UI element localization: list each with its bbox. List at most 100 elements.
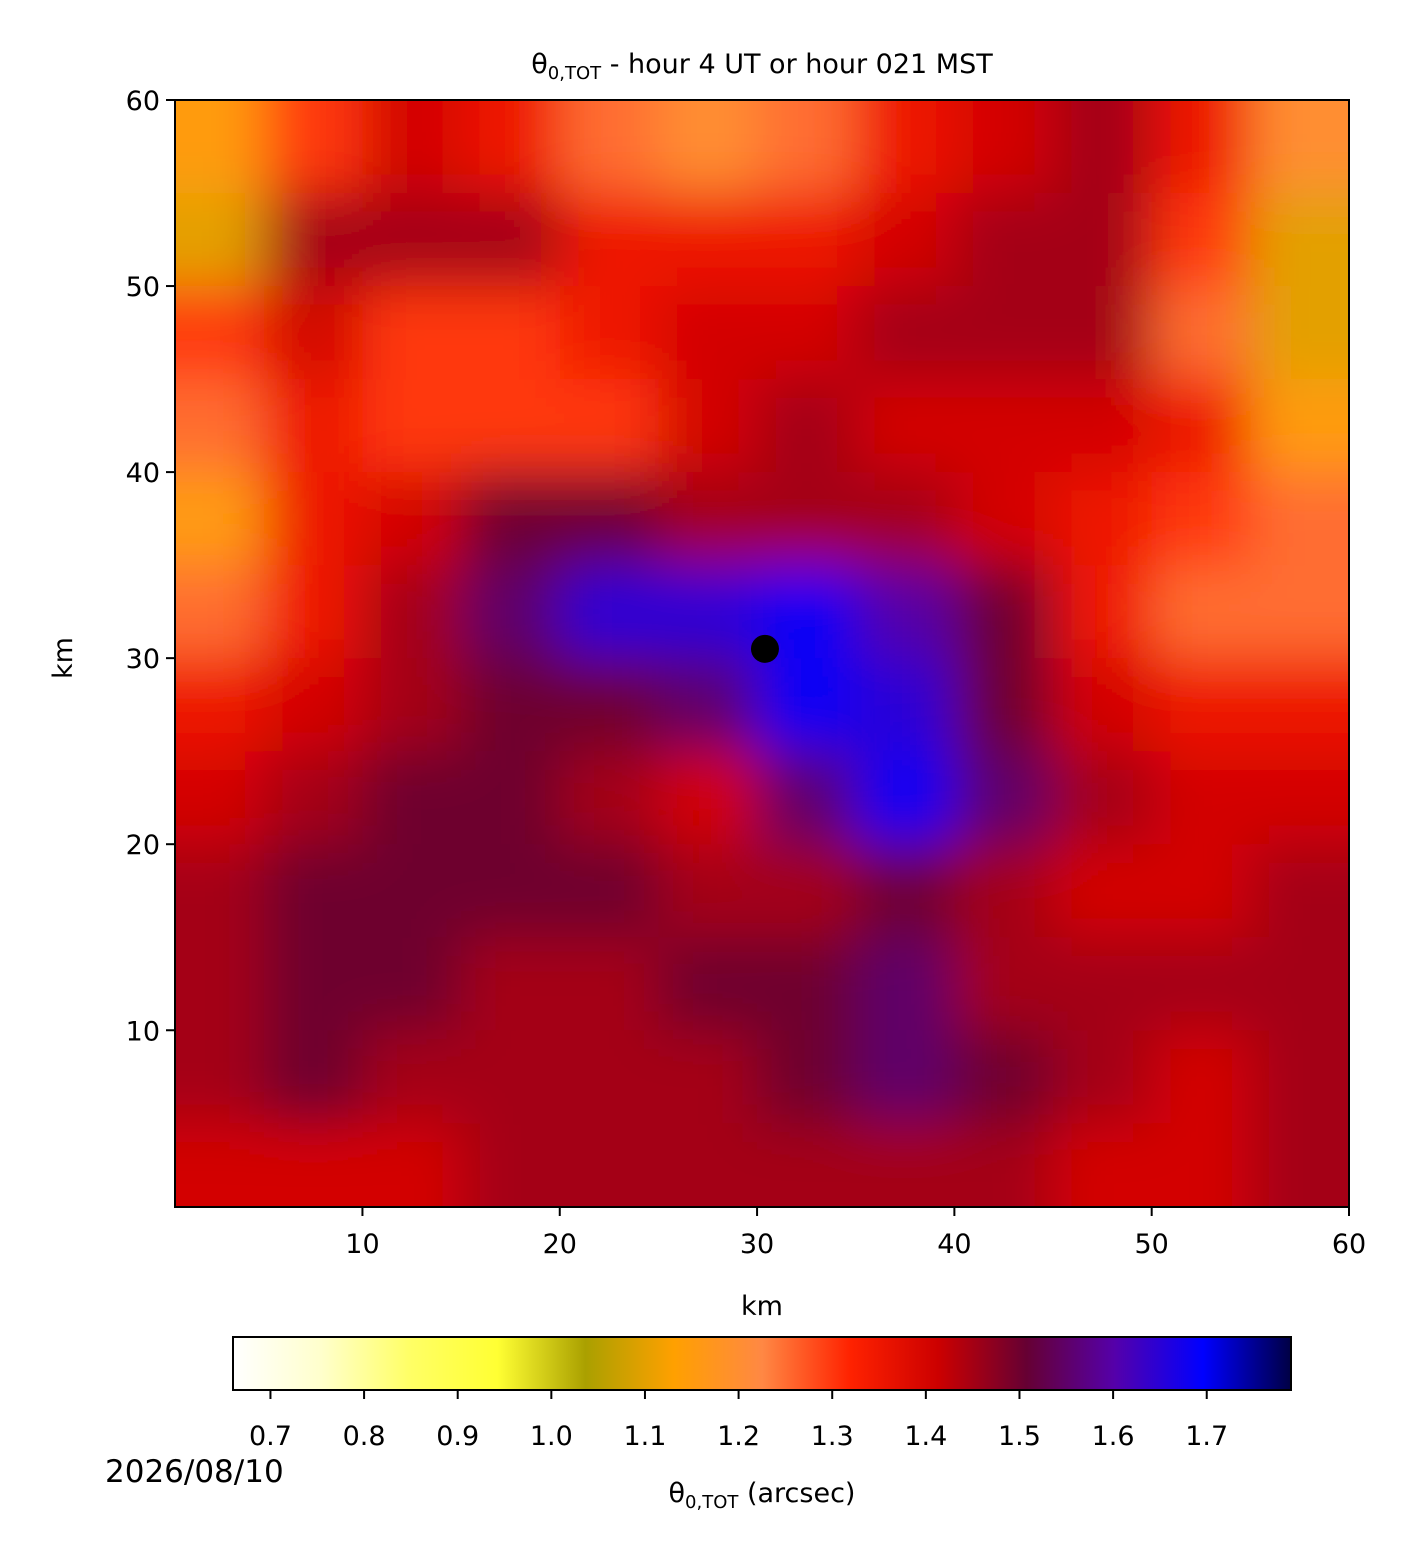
heatmap-cell bbox=[559, 937, 660, 1032]
heatmap-cell bbox=[1151, 844, 1252, 939]
heatmap-cell bbox=[175, 379, 265, 474]
colorbar-tick-label: 1.5 bbox=[998, 1421, 1041, 1452]
heatmap-cell bbox=[757, 286, 857, 381]
colorbar-tick-label: 1.4 bbox=[904, 1421, 947, 1452]
heatmap-cell bbox=[559, 565, 660, 660]
heatmap-cell bbox=[362, 751, 463, 846]
heatmap-cell bbox=[559, 100, 660, 195]
heatmap-cell bbox=[175, 565, 265, 660]
heatmap-cell bbox=[559, 751, 660, 846]
heatmap-cell bbox=[559, 844, 660, 939]
heatmap-cell bbox=[175, 100, 265, 195]
colorbar-tick-label: 1.6 bbox=[1092, 1421, 1135, 1452]
heatmap-cell bbox=[263, 565, 364, 660]
heatmap-cell bbox=[362, 379, 463, 474]
heatmap-cell bbox=[954, 100, 1055, 195]
heatmap-cell bbox=[757, 379, 857, 474]
x-axis-label: km bbox=[741, 1291, 783, 1322]
heatmap-cell bbox=[1250, 751, 1349, 846]
x-tick-label: 10 bbox=[345, 1229, 379, 1260]
colorbar-symbol: θ bbox=[669, 1478, 686, 1509]
heatmap-cell bbox=[954, 937, 1055, 1032]
heatmap-cell bbox=[855, 844, 956, 939]
x-tick-label: 30 bbox=[740, 1229, 774, 1260]
heatmap-cell bbox=[461, 565, 561, 660]
heatmap-cell bbox=[1250, 286, 1349, 381]
heatmap-cell bbox=[1250, 565, 1349, 660]
heatmap-cell bbox=[1151, 937, 1252, 1032]
heatmap-cell bbox=[1250, 658, 1349, 753]
heatmap bbox=[175, 100, 1349, 1207]
y-tick-label: 40 bbox=[126, 458, 160, 489]
heatmap-cell bbox=[1250, 1123, 1349, 1207]
colorbar-tick-label: 1.1 bbox=[623, 1421, 666, 1452]
heatmap-cell bbox=[263, 472, 364, 567]
heatmap-cell bbox=[658, 658, 759, 753]
heatmap-cell bbox=[559, 286, 660, 381]
heatmap-cell bbox=[175, 193, 265, 288]
heatmap-cell bbox=[1053, 937, 1153, 1032]
site-marker bbox=[750, 634, 779, 663]
heatmap-cell bbox=[658, 1030, 759, 1125]
heatmap-cell bbox=[461, 193, 561, 288]
title-text: - hour 4 UT or hour 021 MST bbox=[601, 49, 993, 80]
heatmap-cell bbox=[461, 937, 561, 1032]
heatmap-cell bbox=[461, 379, 561, 474]
heatmap-cell bbox=[1053, 472, 1153, 567]
heatmap-cell bbox=[559, 379, 660, 474]
colorbar bbox=[232, 1336, 1292, 1391]
heatmap-cell bbox=[954, 379, 1055, 474]
heatmap-cell bbox=[658, 844, 759, 939]
colorbar-tick-label: 1.7 bbox=[1185, 1421, 1228, 1452]
heatmap-cell bbox=[362, 937, 463, 1032]
heatmap-cell bbox=[1151, 1123, 1252, 1207]
heatmap-cell bbox=[855, 751, 956, 846]
heatmap-cell bbox=[1151, 658, 1252, 753]
x-tick-label: 20 bbox=[543, 1229, 577, 1260]
heatmap-cell bbox=[658, 751, 759, 846]
heatmap-cell bbox=[658, 565, 759, 660]
colorbar-tick-label: 0.7 bbox=[249, 1421, 292, 1452]
heatmap-cell bbox=[263, 193, 364, 288]
heatmap-cell bbox=[954, 193, 1055, 288]
heatmap-cell bbox=[175, 937, 265, 1032]
y-tick-label: 50 bbox=[126, 272, 160, 303]
colorbar-tick-label: 1.0 bbox=[530, 1421, 573, 1452]
x-tick-label: 60 bbox=[1332, 1229, 1366, 1260]
title-symbol: θ bbox=[531, 49, 548, 80]
heatmap-cell bbox=[263, 844, 364, 939]
heatmap-cell bbox=[175, 844, 265, 939]
heatmap-cell bbox=[362, 1030, 463, 1125]
heatmap-cell bbox=[1053, 565, 1153, 660]
heatmap-cell bbox=[559, 1030, 660, 1125]
heatmap-cell bbox=[175, 1030, 265, 1125]
heatmap-cell bbox=[855, 658, 956, 753]
heatmap-cell bbox=[1151, 100, 1252, 195]
heatmap-cell bbox=[175, 1123, 265, 1207]
heatmap-cell bbox=[855, 565, 956, 660]
heatmap-cell bbox=[658, 1123, 759, 1207]
heatmap-cell bbox=[1053, 751, 1153, 846]
heatmap-cell bbox=[1053, 379, 1153, 474]
heatmap-cell bbox=[362, 844, 463, 939]
colorbar-tick-label: 1.2 bbox=[717, 1421, 760, 1452]
heatmap-cell bbox=[855, 193, 956, 288]
heatmap-cell bbox=[1250, 844, 1349, 939]
heatmap-cell bbox=[1151, 472, 1252, 567]
heatmap-cell bbox=[954, 844, 1055, 939]
heatmap-cell bbox=[263, 100, 364, 195]
heatmap-cell bbox=[461, 100, 561, 195]
heatmap-cell bbox=[175, 751, 265, 846]
heatmap-cell bbox=[1250, 1030, 1349, 1125]
heatmap-cell bbox=[757, 751, 857, 846]
colorbar-tick-label: 0.8 bbox=[343, 1421, 386, 1452]
heatmap-cell bbox=[1250, 193, 1349, 288]
heatmap-cells bbox=[175, 100, 1349, 1207]
heatmap-cell bbox=[954, 565, 1055, 660]
heatmap-cell bbox=[757, 193, 857, 288]
heatmap-cell bbox=[658, 937, 759, 1032]
heatmap-cell bbox=[559, 193, 660, 288]
heatmap-cell bbox=[461, 286, 561, 381]
heatmap-cell bbox=[362, 1123, 463, 1207]
heatmap-cell bbox=[658, 100, 759, 195]
